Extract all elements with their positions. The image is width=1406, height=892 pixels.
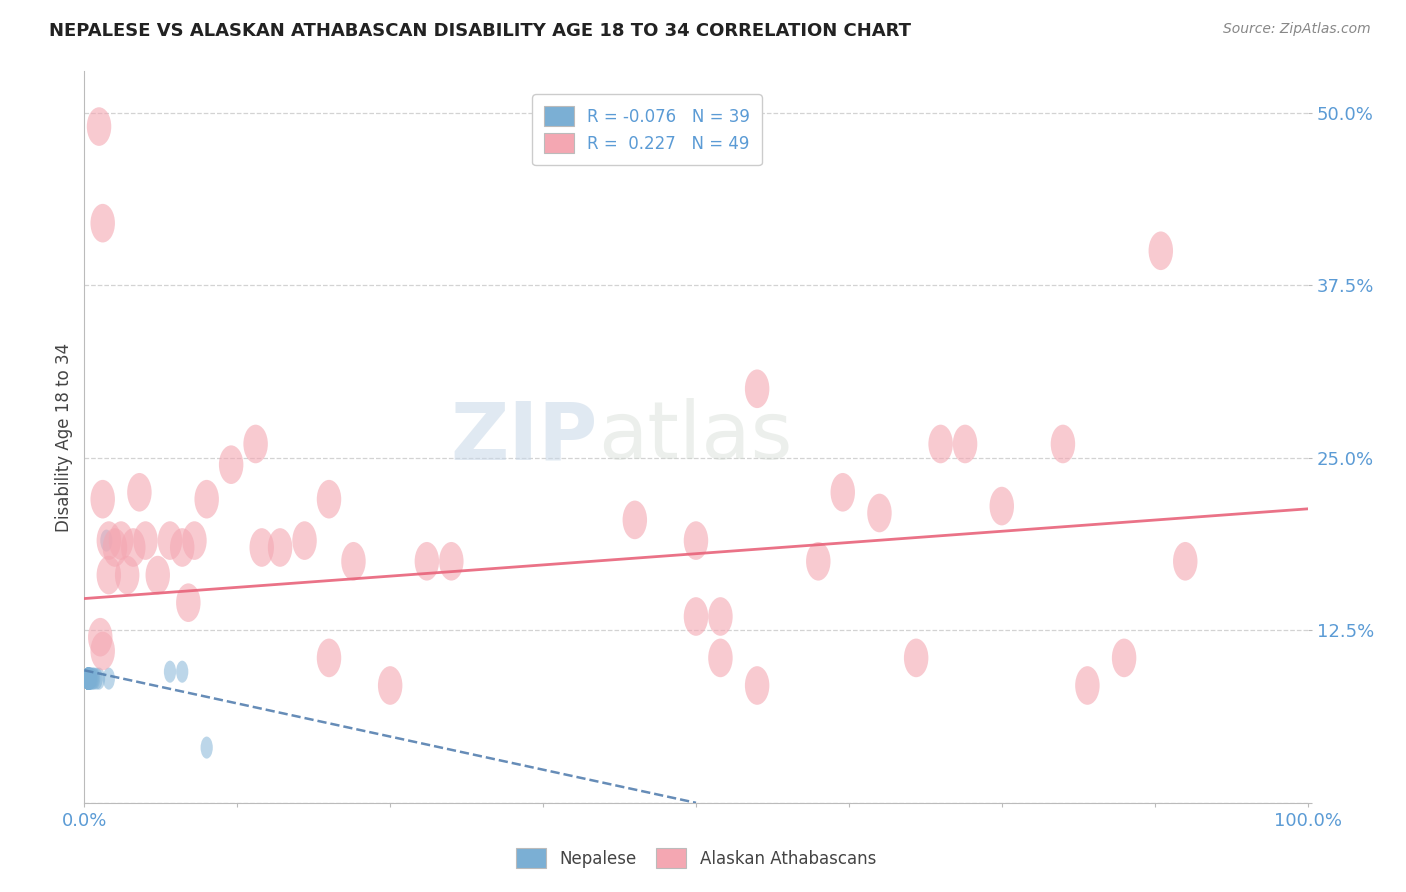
Ellipse shape [100, 530, 112, 551]
Ellipse shape [170, 528, 194, 566]
Ellipse shape [97, 521, 121, 560]
Ellipse shape [292, 521, 316, 560]
Ellipse shape [83, 667, 96, 690]
Ellipse shape [134, 521, 157, 560]
Ellipse shape [82, 667, 94, 690]
Y-axis label: Disability Age 18 to 34: Disability Age 18 to 34 [55, 343, 73, 532]
Ellipse shape [90, 480, 115, 518]
Ellipse shape [249, 528, 274, 566]
Ellipse shape [90, 632, 115, 670]
Ellipse shape [82, 667, 94, 690]
Ellipse shape [82, 667, 94, 690]
Ellipse shape [103, 667, 115, 690]
Ellipse shape [709, 597, 733, 636]
Ellipse shape [90, 204, 115, 243]
Ellipse shape [82, 667, 94, 690]
Ellipse shape [82, 667, 94, 690]
Ellipse shape [415, 542, 439, 581]
Ellipse shape [103, 528, 127, 566]
Ellipse shape [82, 667, 94, 690]
Text: atlas: atlas [598, 398, 793, 476]
Ellipse shape [176, 661, 188, 682]
Ellipse shape [1112, 639, 1136, 677]
Ellipse shape [928, 425, 953, 463]
Ellipse shape [83, 667, 96, 690]
Legend: Nepalese, Alaskan Athabascans: Nepalese, Alaskan Athabascans [509, 841, 883, 875]
Ellipse shape [868, 493, 891, 533]
Ellipse shape [82, 667, 94, 690]
Ellipse shape [378, 666, 402, 705]
Ellipse shape [831, 473, 855, 512]
Ellipse shape [439, 542, 464, 581]
Ellipse shape [243, 425, 269, 463]
Ellipse shape [745, 369, 769, 409]
Ellipse shape [108, 521, 134, 560]
Ellipse shape [89, 618, 112, 657]
Ellipse shape [183, 521, 207, 560]
Ellipse shape [176, 583, 201, 622]
Ellipse shape [82, 667, 94, 690]
Ellipse shape [157, 521, 183, 560]
Ellipse shape [121, 528, 146, 566]
Ellipse shape [146, 556, 170, 594]
Ellipse shape [82, 667, 94, 690]
Ellipse shape [82, 667, 94, 690]
Ellipse shape [82, 667, 94, 690]
Ellipse shape [342, 542, 366, 581]
Ellipse shape [97, 556, 121, 594]
Ellipse shape [82, 667, 94, 690]
Ellipse shape [683, 597, 709, 636]
Text: ZIP: ZIP [451, 398, 598, 476]
Text: NEPALESE VS ALASKAN ATHABASCAN DISABILITY AGE 18 TO 34 CORRELATION CHART: NEPALESE VS ALASKAN ATHABASCAN DISABILIT… [49, 22, 911, 40]
Ellipse shape [83, 667, 96, 690]
Ellipse shape [201, 737, 212, 758]
Ellipse shape [82, 667, 94, 690]
Ellipse shape [82, 667, 94, 690]
Ellipse shape [82, 667, 94, 690]
Ellipse shape [1149, 231, 1173, 270]
Ellipse shape [115, 556, 139, 594]
Ellipse shape [89, 667, 100, 690]
Ellipse shape [194, 480, 219, 518]
Ellipse shape [84, 667, 97, 690]
Ellipse shape [316, 480, 342, 518]
Ellipse shape [83, 667, 96, 690]
Ellipse shape [683, 521, 709, 560]
Ellipse shape [84, 667, 97, 690]
Ellipse shape [86, 667, 98, 690]
Ellipse shape [87, 107, 111, 146]
Ellipse shape [953, 425, 977, 463]
Ellipse shape [127, 473, 152, 512]
Ellipse shape [1050, 425, 1076, 463]
Ellipse shape [269, 528, 292, 566]
Ellipse shape [1173, 542, 1198, 581]
Ellipse shape [90, 667, 103, 690]
Ellipse shape [745, 666, 769, 705]
Ellipse shape [83, 667, 96, 690]
Ellipse shape [82, 667, 94, 690]
Ellipse shape [904, 639, 928, 677]
Ellipse shape [623, 500, 647, 539]
Ellipse shape [82, 667, 94, 690]
Ellipse shape [1076, 666, 1099, 705]
Ellipse shape [83, 667, 96, 690]
Ellipse shape [87, 667, 98, 690]
Ellipse shape [82, 667, 94, 690]
Text: Source: ZipAtlas.com: Source: ZipAtlas.com [1223, 22, 1371, 37]
Ellipse shape [84, 667, 97, 690]
Ellipse shape [165, 661, 176, 682]
Ellipse shape [82, 667, 94, 690]
Ellipse shape [316, 639, 342, 677]
Ellipse shape [219, 445, 243, 484]
Ellipse shape [990, 487, 1014, 525]
Ellipse shape [93, 667, 105, 690]
Ellipse shape [709, 639, 733, 677]
Ellipse shape [82, 667, 94, 690]
Ellipse shape [806, 542, 831, 581]
